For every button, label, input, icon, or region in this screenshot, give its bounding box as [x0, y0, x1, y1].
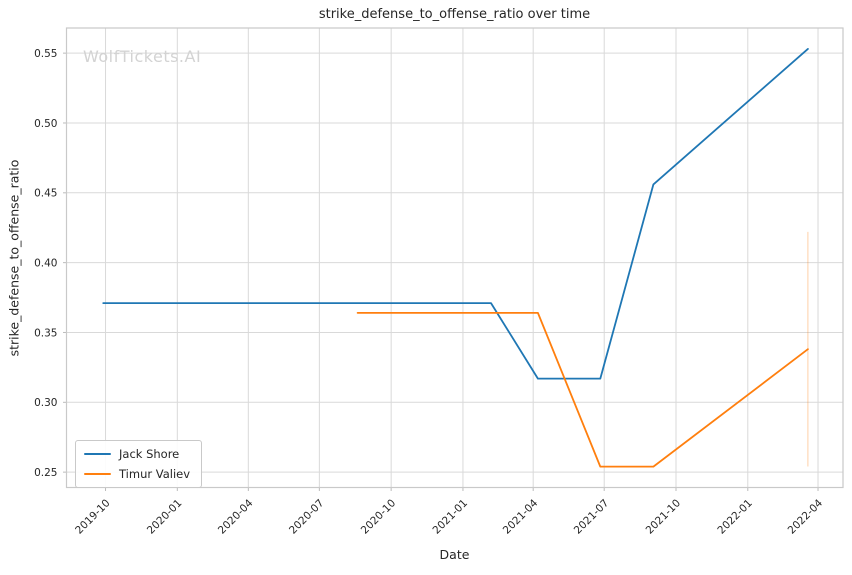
- chart-title: strike_defense_to_offense_ratio over tim…: [318, 7, 591, 22]
- series-line-jack-shore: [102, 48, 809, 380]
- y-tick-label: 0.30: [34, 397, 57, 409]
- y-tick-label: 0.25: [34, 467, 57, 479]
- y-tick-label: 0.40: [34, 257, 57, 269]
- legend-item: Jack Shore: [84, 447, 190, 461]
- axes-border: [65, 27, 844, 489]
- x-tick-label: 2019-10: [73, 497, 113, 537]
- legend-swatch-line: [84, 472, 111, 476]
- y-tick-label: 0.45: [34, 188, 57, 200]
- x-tick-label: 2022-01: [715, 497, 755, 537]
- x-tick-label: 2022-04: [786, 497, 826, 537]
- watermark: WolfTickets.AI: [83, 47, 202, 66]
- legend-item-label: Jack Shore: [119, 447, 180, 461]
- x-tick-label: 2020-01: [145, 497, 185, 537]
- y-axis-label: strike_defense_to_offense_ratio: [6, 159, 22, 357]
- x-tick-label: 2021-10: [644, 497, 684, 537]
- x-tick-label: 2020-04: [216, 497, 256, 537]
- x-axis-label: Date: [439, 547, 470, 562]
- x-tick-label: 2021-07: [572, 497, 612, 537]
- legend-item-label: Timur Valiev: [119, 467, 191, 481]
- legend-swatch-line: [84, 452, 111, 456]
- x-tick-label: 2021-01: [431, 497, 471, 537]
- legend: Jack Shore Timur Valiev: [75, 440, 203, 488]
- y-tick-label: 0.50: [34, 118, 57, 130]
- legend-item: Timur Valiev: [84, 467, 190, 481]
- y-tick-label: 0.35: [34, 327, 57, 339]
- x-tick-label: 2020-07: [287, 497, 327, 537]
- x-tick-label: 2020-10: [359, 497, 399, 537]
- y-tick-label: 0.55: [34, 48, 57, 60]
- x-tick-label: 2021-04: [501, 497, 541, 537]
- series-line-timur-valiev: [356, 311, 809, 468]
